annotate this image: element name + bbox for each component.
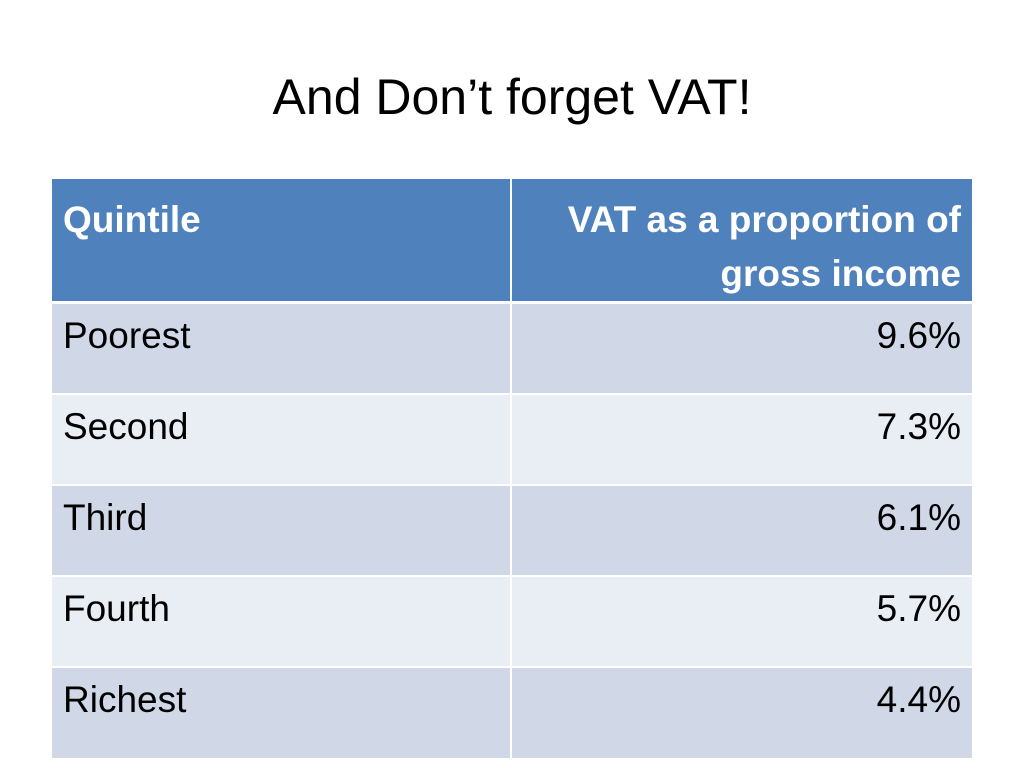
vat-value-cell: 4.4% — [511, 666, 972, 758]
table-row: Poorest 9.6% — [52, 302, 972, 395]
quintile-cell: Richest — [52, 666, 512, 758]
table-row: Third 6.1% — [52, 484, 972, 577]
vat-value-cell: 9.6% — [511, 302, 972, 395]
quintile-cell: Third — [52, 484, 512, 577]
table-row: Second 7.3% — [52, 393, 972, 486]
vat-table: Quintile VAT as a proportion of gross in… — [52, 179, 972, 758]
quintile-cell: Fourth — [52, 575, 512, 668]
column-header-vat-proportion: VAT as a proportion of gross income — [511, 179, 972, 304]
vat-value-cell: 6.1% — [511, 484, 972, 577]
table-row: Fourth 5.7% — [52, 575, 972, 668]
table-header-row: Quintile VAT as a proportion of gross in… — [52, 179, 972, 304]
column-header-quintile: Quintile — [52, 179, 512, 304]
table-row: Richest 4.4% — [52, 666, 972, 758]
vat-value-cell: 7.3% — [511, 393, 972, 486]
quintile-cell: Poorest — [52, 302, 512, 395]
slide-title: And Don’t forget VAT! — [272, 69, 752, 125]
vat-value-cell: 5.7% — [511, 575, 972, 668]
quintile-cell: Second — [52, 393, 512, 486]
